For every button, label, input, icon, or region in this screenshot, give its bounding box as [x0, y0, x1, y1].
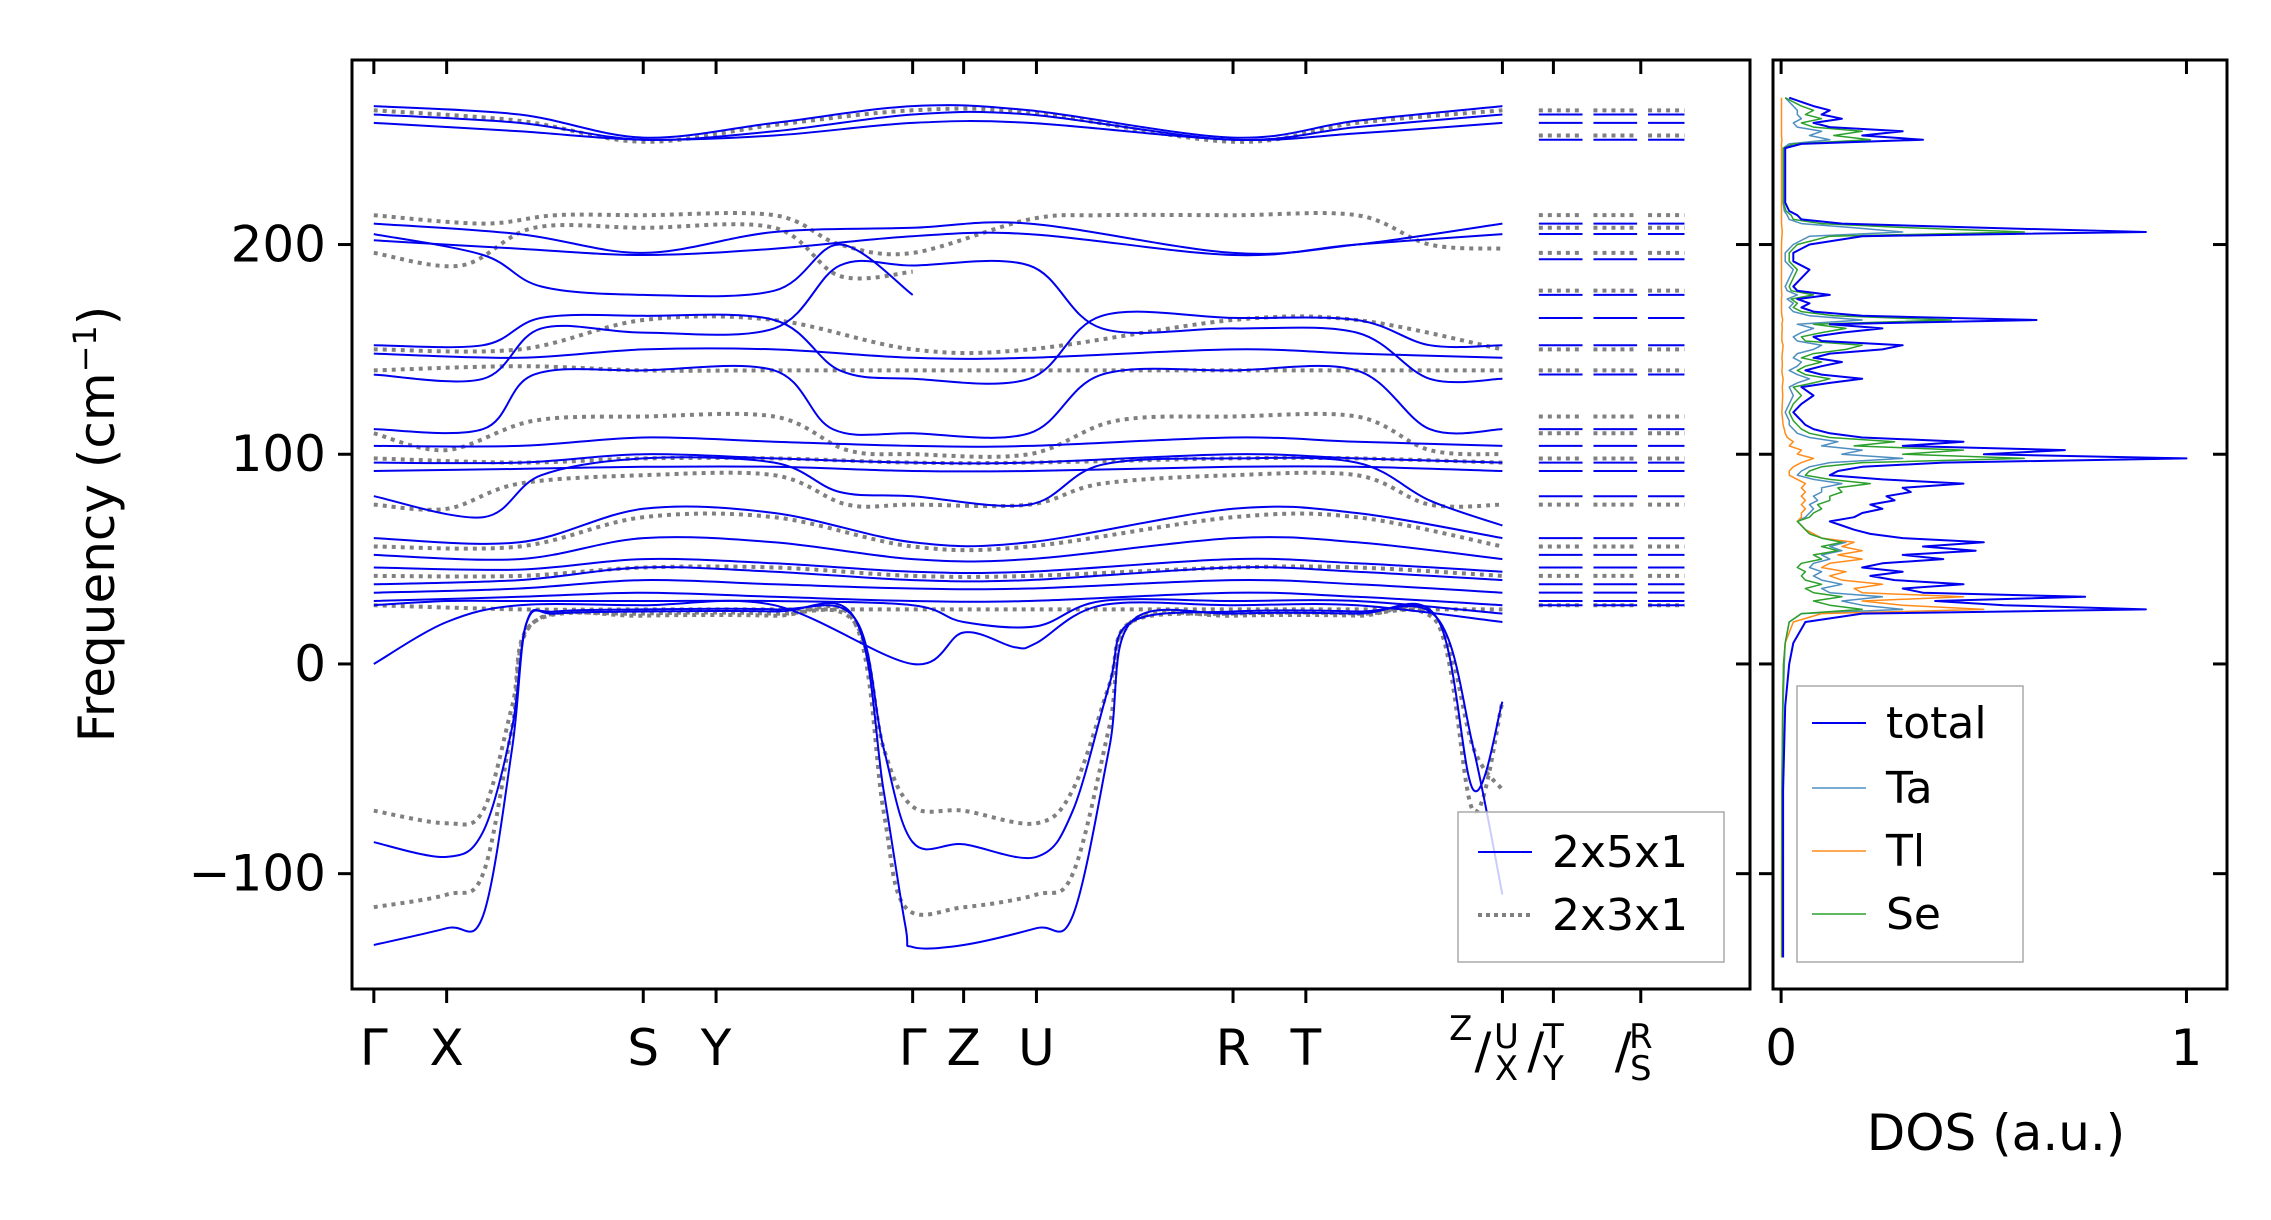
gamma-segment-lines — [1538, 108, 1685, 608]
legend-label-ta: Ta — [1885, 763, 1933, 814]
dos-y-ticks — [1759, 243, 2227, 876]
band-2x5x1-6 — [373, 310, 1503, 385]
kpoint-sub-label-11: S — [1630, 1049, 1652, 1089]
dos-legend-box — [1796, 685, 2024, 963]
kpoint-sup-label-9: Z — [1449, 1009, 1472, 1049]
kpoint-label-1: X — [430, 1019, 464, 1077]
band-lines — [373, 104, 1505, 950]
band-ytick-label-2: 100 — [231, 425, 326, 483]
band-2x3x1-4 — [373, 364, 1503, 373]
kpoint-slash-10: / — [1527, 1022, 1544, 1080]
kpoint-label-composite-11: /RS — [1615, 1017, 1653, 1089]
band-2x3x1-10 — [373, 603, 1503, 612]
band-2x3x1-9 — [373, 564, 1503, 579]
band-2x5x1-19 — [373, 591, 1503, 607]
legend-label-2x5x1: 2x5x1 — [1552, 827, 1688, 878]
band-ytick-label-0: −100 — [189, 845, 326, 903]
kpoint-slash-11: / — [1615, 1022, 1632, 1080]
dos-legend: total Ta Tl Se — [1796, 685, 2024, 963]
band-2x5x1-4 — [373, 233, 914, 298]
dos-curve-total — [1782, 96, 2188, 958]
dos-axes-frame — [1771, 58, 2229, 991]
kpoint-sup-label-10: T — [1542, 1017, 1564, 1057]
dos-curve-se — [1781, 97, 2026, 958]
band-2x3x1-6 — [373, 455, 1503, 466]
band-2x3x1-11 — [373, 607, 1505, 827]
band-2x5x1-14 — [373, 505, 1503, 548]
dos-xtick-label-1: 1 — [2171, 1019, 2203, 1077]
band-2x3x1-1 — [373, 211, 1503, 257]
kpoint-label-composite-9: Z / UX — [1449, 1009, 1519, 1089]
band-2x5x1-10 — [373, 436, 1503, 448]
kpoint-sub-label-9: X — [1495, 1049, 1518, 1089]
kpoint-label-composite-10: /TY — [1527, 1017, 1564, 1089]
band-2x3x1-5 — [373, 411, 1503, 459]
band-ytick-label-3: 200 — [231, 216, 326, 274]
kpoint-sub-label-10: Y — [1542, 1049, 1564, 1089]
legend-label-2x3x1: 2x3x1 — [1552, 890, 1688, 941]
legend-label-se: Se — [1886, 889, 1941, 940]
y-axis-label: Frequency (cm−1) — [66, 306, 126, 743]
band-2x5x1-20 — [373, 599, 1503, 666]
band-axes-frame — [350, 58, 1752, 991]
kpoint-sup-label-b-9: U — [1494, 1017, 1519, 1057]
kpoint-label-6: U — [1018, 1019, 1055, 1077]
kpoint-label-3: Y — [700, 1019, 732, 1077]
kpoint-label-2: S — [627, 1019, 659, 1077]
dos-xtick-label-0: 0 — [1765, 1019, 1797, 1077]
band-2x5x1-16 — [373, 557, 1503, 575]
band-ytick-label-1: 0 — [294, 635, 326, 693]
band-2x5x1-8 — [373, 259, 1503, 384]
band-2x5x1-1 — [373, 120, 1503, 142]
band-2x3x1-7 — [373, 470, 1503, 512]
dos-lines — [1780, 96, 2188, 958]
kpoint-label-4: Γ — [899, 1019, 927, 1077]
band-2x5x1-17 — [373, 566, 1503, 586]
dos-curve-tl — [1780, 97, 1985, 958]
kpoint-label-0: Γ — [360, 1019, 388, 1077]
band-2x5x1-12 — [373, 465, 1503, 473]
kpoint-slash-9: / — [1474, 1022, 1491, 1080]
kpoint-sup-label-11: R — [1629, 1017, 1653, 1057]
band-2x5x1-22 — [373, 604, 1504, 895]
band-2x5x1-18 — [373, 578, 1503, 594]
legend-label-total: total — [1886, 698, 1987, 749]
band-legend: 2x5x1 2x3x1 — [1457, 811, 1725, 963]
kpoint-label-7: R — [1216, 1019, 1251, 1077]
band-x-ticks: Γ X S Y Γ Z U R T Z / UX/TY/RS — [360, 60, 1653, 1089]
band-2x3x1-3 — [373, 314, 1503, 356]
band-2x5x1-2 — [373, 104, 1503, 139]
band-2x3x1-2 — [373, 222, 913, 281]
band-2x5x1-23 — [373, 602, 1504, 950]
band-2x3x1-8 — [373, 511, 1503, 553]
dos-x-axis-label: DOS (a.u.) — [1867, 1104, 2126, 1162]
kpoint-label-5: Z — [946, 1019, 980, 1077]
band-2x5x1-0 — [373, 110, 1503, 141]
band-legend-box — [1457, 811, 1725, 963]
band-2x5x1-15 — [373, 536, 1503, 563]
band-2x5x1-9 — [373, 364, 1503, 439]
band-2x3x1-12 — [373, 604, 1505, 917]
band-2x5x1-13 — [373, 456, 1503, 527]
band-2x5x1-5 — [373, 231, 1503, 257]
band-2x5x1-7 — [373, 347, 1503, 360]
band-y-ticks: −100 0 100 200 — [189, 216, 1750, 903]
band-2x5x1-11 — [373, 453, 1503, 465]
dos-curve-ta — [1781, 97, 1904, 958]
band-2x5x1-21 — [373, 598, 1503, 629]
kpoint-label-8: T — [1290, 1019, 1322, 1077]
legend-label-tl: Tl — [1885, 826, 1925, 877]
